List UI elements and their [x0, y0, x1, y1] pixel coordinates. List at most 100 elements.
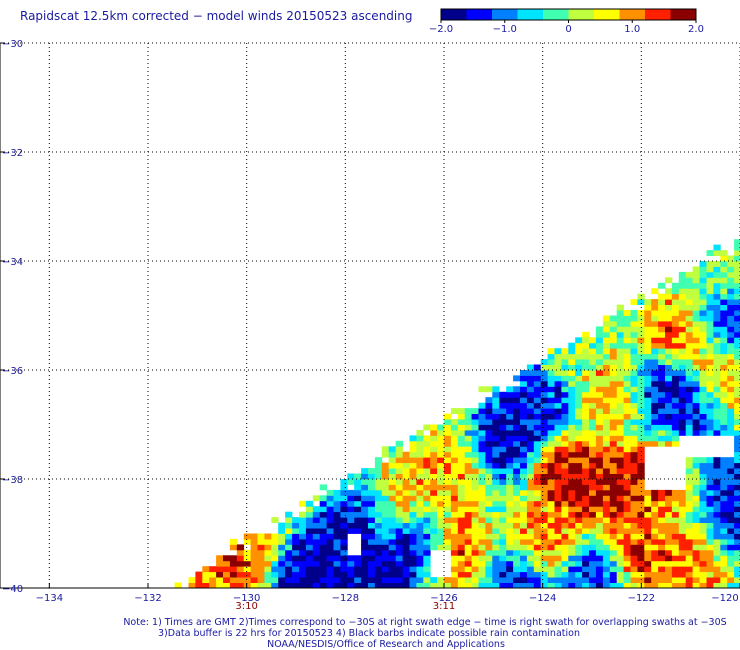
- heatmap-cell: [416, 489, 424, 496]
- heatmap-cell: [713, 484, 721, 491]
- heatmap-cell: [651, 495, 659, 502]
- heatmap-cell: [651, 500, 659, 507]
- heatmap-cell: [492, 440, 500, 447]
- heatmap-cell: [602, 440, 611, 447]
- heatmap-cell: [423, 571, 431, 578]
- heatmap-cell: [319, 533, 327, 540]
- heatmap-cell: [506, 451, 514, 458]
- heatmap-cell: [506, 500, 514, 507]
- heatmap-cell: [554, 495, 562, 502]
- heatmap-cell: [734, 293, 740, 300]
- heatmap-cell: [589, 397, 597, 404]
- heatmap-cell: [285, 528, 293, 534]
- heatmap-cell: [602, 517, 611, 523]
- heatmap-cell: [713, 391, 721, 398]
- heatmap-cell: [423, 457, 431, 464]
- heatmap-cell: [713, 506, 721, 513]
- heatmap-cell: [278, 533, 286, 540]
- heatmap-cell: [713, 304, 721, 311]
- heatmap-cell: [685, 375, 693, 382]
- heatmap-cell: [423, 533, 431, 540]
- heatmap-cell: [340, 571, 348, 578]
- heatmap-cell: [713, 310, 721, 316]
- heatmap-cell: [499, 549, 507, 556]
- colorbar-swatch: [619, 9, 646, 20]
- heatmap-cell: [644, 566, 652, 573]
- heatmap-cell: [734, 571, 740, 578]
- heatmap-cell: [609, 549, 618, 556]
- heatmap-cell: [706, 424, 714, 431]
- heatmap-cell: [568, 419, 576, 425]
- heatmap-cell: [554, 353, 562, 360]
- heatmap-cell: [685, 348, 693, 355]
- heatmap-cell: [554, 364, 562, 371]
- heatmap-cell: [485, 424, 493, 431]
- heatmap-cell: [374, 457, 383, 464]
- heatmap-cell: [609, 506, 618, 513]
- heatmap-cell: [333, 489, 341, 496]
- heatmap-cell: [651, 353, 659, 360]
- swath-time-labels: 3:10 3:11: [235, 601, 455, 612]
- heatmap-cell: [575, 506, 583, 513]
- heatmap-cell: [450, 446, 459, 453]
- heatmap-cell: [595, 544, 604, 551]
- heatmap-cell: [727, 419, 735, 425]
- heatmap-cell: [671, 506, 680, 513]
- heatmap-cell: [485, 402, 493, 409]
- heatmap-cell: [506, 495, 514, 502]
- heatmap-cell: [471, 555, 479, 562]
- heatmap-cell: [630, 391, 638, 398]
- heatmap-cell: [706, 315, 714, 322]
- heatmap-cell: [699, 380, 707, 387]
- heatmap-cell: [278, 538, 286, 545]
- heatmap-cell: [333, 549, 341, 556]
- heatmap-cell: [609, 473, 618, 480]
- heatmap-cell: [706, 337, 714, 344]
- heatmap-cell: [547, 348, 555, 355]
- heatmap-cell: [665, 370, 673, 376]
- heatmap-cell: [727, 473, 735, 480]
- heatmap-cell: [706, 408, 714, 414]
- heatmap-cell: [437, 500, 445, 507]
- heatmap-cell: [485, 549, 493, 556]
- heatmap-cell: [409, 544, 417, 551]
- heatmap-cell: [713, 500, 721, 507]
- heatmap-cell: [720, 544, 728, 551]
- heatmap-cell: [333, 582, 341, 589]
- heatmap-cell: [312, 544, 321, 551]
- heatmap-cell: [285, 555, 293, 562]
- heatmap-cell: [692, 533, 700, 540]
- heatmap-cell: [734, 582, 740, 589]
- heatmap-cell: [609, 397, 618, 404]
- heatmap-cell: [209, 577, 217, 583]
- heatmap-cell: [540, 364, 548, 371]
- heatmap-cell: [727, 304, 735, 311]
- heatmap-cell: [278, 549, 286, 556]
- heatmap-cell: [312, 555, 321, 562]
- heatmap-cell: [540, 544, 548, 551]
- heatmap-cell: [236, 582, 245, 589]
- heatmap-cell: [388, 528, 396, 534]
- heatmap-cell: [506, 413, 514, 420]
- heatmap-cell: [457, 538, 466, 545]
- heatmap-cell: [692, 277, 700, 284]
- heatmap-cell: [651, 337, 659, 344]
- heatmap-cell: [658, 429, 666, 436]
- heatmap-cell: [658, 571, 666, 578]
- heatmap-cell: [492, 391, 500, 398]
- heatmap-cell: [568, 386, 576, 393]
- heatmap-cell: [271, 577, 279, 583]
- heatmap-cell: [409, 440, 417, 447]
- heatmap-cell: [692, 282, 700, 289]
- heatmap-cell: [485, 517, 493, 523]
- heatmap-cell: [623, 331, 631, 338]
- heatmap-cell: [671, 359, 680, 365]
- heatmap-cell: [526, 538, 535, 545]
- heatmap-cell: [582, 408, 590, 414]
- heatmap-cell: [388, 571, 396, 578]
- heatmap-cell: [602, 549, 611, 556]
- heatmap-cell: [602, 500, 611, 507]
- heatmap-cell: [520, 457, 528, 464]
- heatmap-cell: [602, 473, 611, 480]
- heatmap-cell: [692, 538, 700, 545]
